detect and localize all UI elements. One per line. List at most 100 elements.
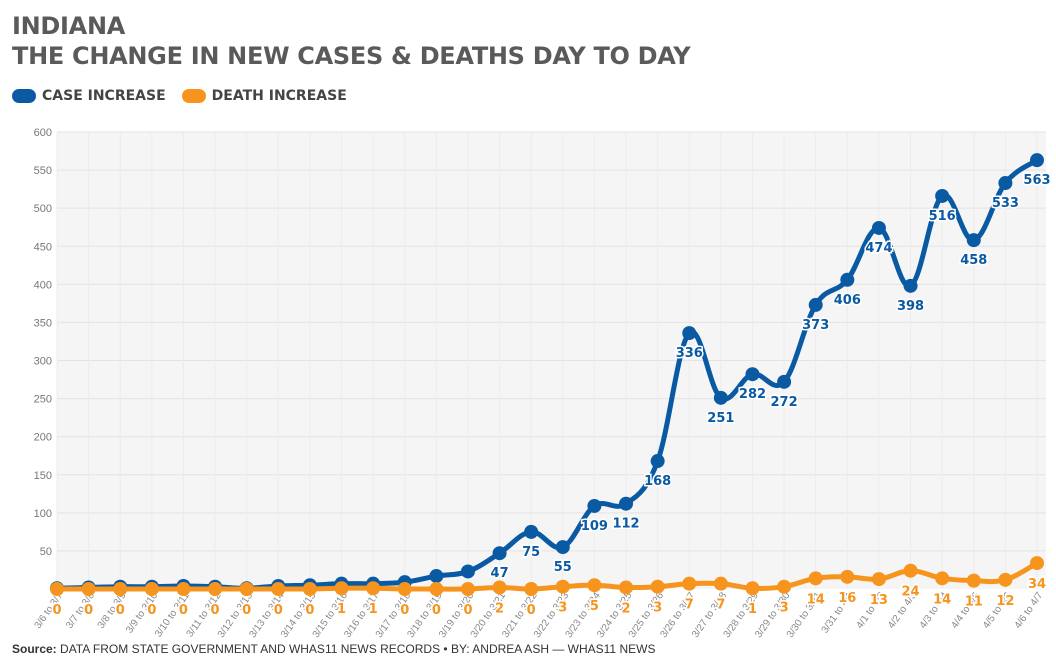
y-tick-label: 350: [34, 317, 52, 329]
death-series-point: [334, 581, 349, 596]
death-data-label: 5: [590, 599, 599, 614]
case-series-point: [1030, 153, 1044, 168]
y-tick-label: 600: [34, 127, 52, 139]
case-series-point: [555, 540, 570, 555]
y-tick-label: 300: [34, 356, 52, 368]
death-series-point: [113, 582, 128, 596]
case-series-point: [935, 188, 950, 203]
death-series-point: [587, 578, 602, 593]
source-label: Source:: [12, 642, 57, 656]
death-data-label: 3: [780, 601, 789, 616]
death-series-point: [1030, 556, 1044, 571]
y-tick-label: 150: [34, 470, 52, 482]
death-data-label: 34: [1028, 577, 1046, 592]
legend-label-cases: CASE INCREASE: [42, 88, 166, 104]
case-data-label: 398: [897, 299, 924, 314]
case-series-point: [524, 524, 539, 539]
case-data-label: 458: [960, 253, 987, 268]
death-data-label: 3: [653, 601, 662, 616]
death-series-point: [808, 571, 823, 586]
case-data-label: 168: [644, 474, 671, 489]
death-data-label: 0: [400, 603, 409, 618]
case-data-label: 474: [865, 241, 892, 256]
y-tick-label: 400: [34, 279, 52, 291]
death-data-label: 14: [933, 592, 951, 607]
death-data-label: 11: [965, 595, 983, 610]
death-data-label: 1: [369, 602, 378, 617]
y-tick-label: 100: [34, 508, 52, 520]
case-data-label: 47: [491, 566, 509, 581]
death-series-point: [745, 581, 760, 596]
death-data-label: 0: [432, 603, 441, 618]
death-series-point: [840, 569, 855, 584]
legend-swatch-deaths: [181, 89, 206, 103]
death-data-label: 13: [870, 593, 888, 608]
death-series-point: [777, 579, 792, 594]
death-data-label: 0: [147, 603, 156, 618]
death-series-point: [397, 582, 412, 596]
case-data-label: 373: [802, 318, 829, 333]
y-tick-label: 200: [34, 432, 52, 444]
legend-item-cases[interactable]: CASE INCREASE: [12, 88, 166, 104]
death-data-label: 0: [211, 603, 220, 618]
death-data-label: 0: [116, 603, 125, 618]
y-tick-label: 550: [34, 165, 52, 177]
case-series-point: [871, 220, 886, 235]
death-data-label: 1: [337, 602, 346, 617]
death-series-point: [50, 582, 64, 596]
death-series-point: [871, 572, 886, 587]
death-series-point: [713, 576, 728, 591]
death-data-label: 14: [807, 592, 825, 607]
source-note: Source: DATA FROM STATE GOVERNMENT AND W…: [12, 642, 655, 656]
death-series-point: [966, 573, 981, 588]
legend-label-deaths: DEATH INCREASE: [211, 88, 347, 104]
case-data-label: 55: [554, 560, 572, 575]
death-data-label: 0: [527, 603, 536, 618]
death-series-point: [208, 582, 223, 596]
case-data-label: 533: [992, 196, 1019, 211]
chart-legend: CASE INCREASE DEATH INCREASE: [12, 88, 363, 104]
death-series-point: [524, 582, 539, 596]
death-data-label: 0: [84, 603, 93, 618]
death-series-point: [429, 582, 444, 596]
case-series-point: [998, 176, 1013, 191]
death-series-point: [176, 582, 191, 596]
case-data-label: 75: [522, 545, 540, 560]
death-series-point: [81, 582, 96, 596]
chart-subtitle: THE CHANGE IN NEW CASES & DEATHS DAY TO …: [12, 42, 691, 70]
case-data-label: 272: [771, 395, 798, 410]
death-series-point: [935, 571, 950, 586]
death-data-label: 24: [902, 585, 920, 600]
case-data-label: 406: [834, 293, 861, 308]
legend-item-deaths[interactable]: DEATH INCREASE: [181, 88, 347, 104]
death-series-point: [492, 580, 507, 595]
death-data-label: 12: [996, 594, 1014, 609]
case-data-label: 109: [581, 519, 608, 534]
death-data-label: 0: [274, 603, 283, 618]
case-data-label: 516: [929, 209, 956, 224]
death-data-label: 2: [495, 601, 504, 616]
death-data-label: 2: [622, 601, 631, 616]
case-series-point: [840, 272, 855, 287]
death-series-point: [555, 579, 570, 594]
case-data-label: 251: [707, 411, 734, 426]
death-data-label: 3: [558, 601, 567, 616]
legend-swatch-cases: [12, 89, 36, 103]
death-data-label: 0: [463, 603, 472, 618]
y-tick-label: 50: [40, 546, 52, 558]
death-series-point: [271, 582, 286, 596]
death-series-point: [302, 582, 317, 596]
death-series-point: [903, 563, 918, 578]
case-series-point: [650, 454, 665, 469]
death-data-label: 0: [52, 603, 61, 618]
case-series-point: [492, 546, 507, 561]
case-series-point: [966, 233, 981, 248]
death-series-point: [144, 582, 159, 596]
death-series-point: [460, 582, 475, 596]
case-data-label: 112: [612, 517, 639, 532]
death-data-label: 7: [685, 598, 694, 613]
death-data-label: 0: [179, 603, 188, 618]
case-series-point: [745, 367, 760, 382]
death-data-label: 7: [716, 598, 725, 613]
case-series-point: [587, 498, 602, 513]
